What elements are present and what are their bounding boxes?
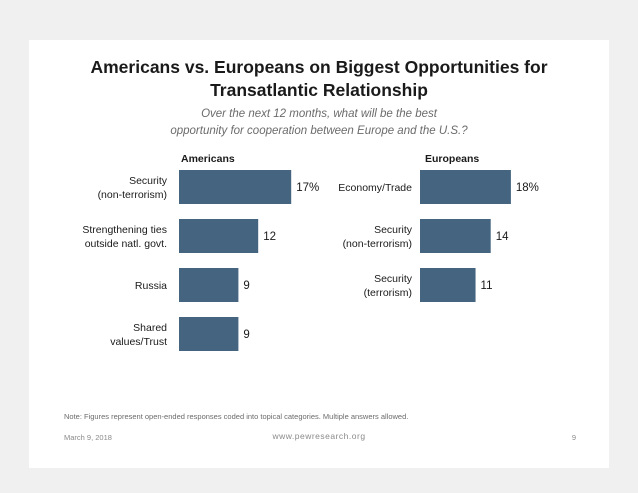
americans-value-label: 9 — [243, 329, 249, 341]
europeans-category-label: Security (non-terrorism) — [343, 224, 413, 250]
europeans-panel-title: Europeans — [425, 153, 479, 165]
europeans-category-label: Economy/Trade — [338, 182, 412, 194]
europeans-value-label: 11 — [481, 280, 493, 292]
chart-title: Americans vs. Europeans on Biggest Oppor… — [29, 56, 609, 102]
americans-category-label: Shared values/Trust — [110, 322, 167, 348]
subtitle-line-1: Over the next 12 months, what will be th… — [201, 108, 437, 120]
americans-category-label-line: Russia — [135, 280, 167, 292]
footer-date: March 9, 2018 — [64, 433, 112, 442]
slide: Americans vs. Europeans on Biggest Oppor… — [29, 40, 609, 468]
americans-value-label: 12 — [263, 231, 276, 243]
americans-category-label-line: Strengthening ties — [82, 224, 167, 236]
europeans-value-label: 14 — [496, 231, 509, 243]
europeans-bar — [420, 170, 511, 204]
americans-value-label: 17% — [296, 182, 319, 194]
europeans-category-label-line: (non-terrorism) — [343, 238, 412, 250]
americans-category-label: Security (non-terrorism) — [98, 175, 168, 201]
page-number: 9 — [571, 433, 576, 442]
americans-category-label-line: Shared — [133, 322, 167, 334]
footer-url[interactable]: www.pewresearch.org — [272, 431, 366, 441]
americans-bar — [179, 317, 239, 351]
americans-category-label-line: outside natl. govt. — [85, 238, 167, 250]
europeans-category-label: Security (terrorism) — [364, 273, 413, 299]
americans-category-label-line: (non-terrorism) — [98, 189, 167, 201]
europeans-category-label-line: Economy/Trade — [338, 182, 412, 194]
bar-charts: Americans 17% Security (non-terrorism) 12 Str… — [82, 153, 539, 351]
title-line-2: Transatlantic Relationship — [210, 80, 428, 100]
americans-bar — [179, 268, 239, 302]
europeans-bar — [420, 219, 491, 253]
americans-category-label: Russia — [135, 280, 167, 292]
americans-bar — [179, 219, 259, 253]
chart-subtitle: Over the next 12 months, what will be th… — [29, 106, 609, 140]
europeans-bar — [420, 268, 476, 302]
americans-panel-title: Americans — [181, 153, 235, 165]
americans-value-label: 9 — [243, 280, 249, 292]
europeans-value-label: 18% — [516, 182, 539, 194]
americans-category-label-line: values/Trust — [110, 336, 167, 348]
americans-category-label-line: Security — [129, 175, 168, 187]
europeans-category-label-line: (terrorism) — [364, 287, 412, 299]
americans-category-label: Strengthening ties outside natl. govt. — [82, 224, 167, 250]
europeans-category-label-line: Security — [374, 224, 413, 236]
subtitle-line-2: opportunity for cooperation between Euro… — [170, 125, 468, 137]
footnote: Note: Figures represent open-ended respo… — [64, 412, 409, 421]
europeans-category-label-line: Security — [374, 273, 413, 285]
americans-bar — [179, 170, 292, 204]
title-line-1: Americans vs. Europeans on Biggest Oppor… — [90, 57, 548, 77]
